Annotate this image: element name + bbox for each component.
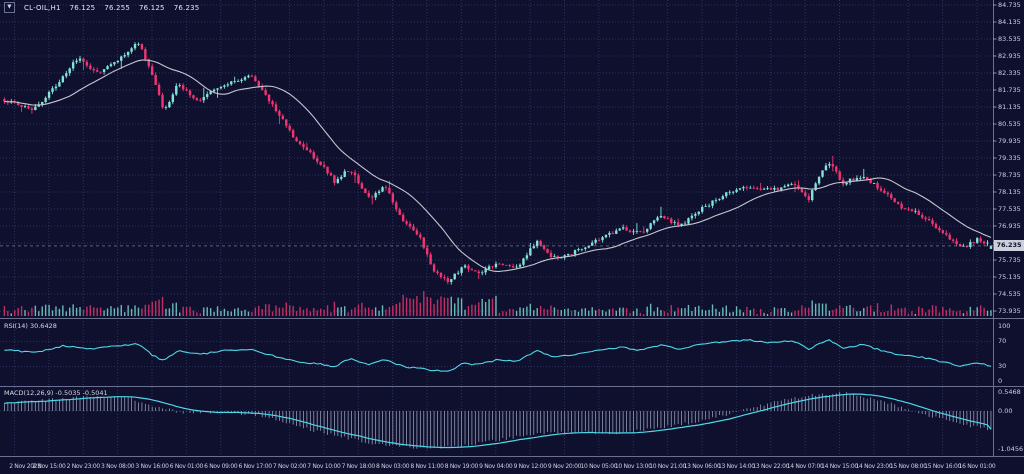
time-axis-label: 14 Nov 23:00 xyxy=(855,463,893,470)
price-axis-label: 73.935 xyxy=(998,306,1021,315)
time-axis-label: 9 Nov 04:00 xyxy=(479,463,513,470)
ohlc-open-value: 76.125 xyxy=(69,3,96,12)
ohlc-close-value: 76.235 xyxy=(173,3,200,12)
price-axis-label: 83.535 xyxy=(998,34,1021,43)
price-axis-label: 82.935 xyxy=(998,51,1021,60)
price-axis-label: 78.135 xyxy=(998,187,1021,196)
time-axis-label: 7 Nov 18:00 xyxy=(341,463,376,470)
rsi-level-label: 100 xyxy=(998,321,1011,330)
time-axis-label: 6 Nov 01:00 xyxy=(169,463,204,470)
rsi-level-label: 30 xyxy=(998,362,1007,371)
current-price-value: 76.235 xyxy=(996,241,1022,250)
price-axis-label: 79.335 xyxy=(998,153,1021,162)
time-axis-label: 8 Nov 11:00 xyxy=(410,463,444,470)
price-axis-label: 82.335 xyxy=(998,68,1021,77)
macd-level-label: -1.0456 xyxy=(998,444,1024,453)
time-axis-label: 13 Nov 22:00 xyxy=(752,463,790,470)
time-axis-label: 8 Nov 19:00 xyxy=(444,463,479,470)
symbol-period-label: CL-OIL,H1 xyxy=(24,3,61,12)
time-axis-label: 14 Nov 15:00 xyxy=(821,463,858,470)
collapse-arrow-icon[interactable]: ▼ xyxy=(4,2,15,13)
price-axis-label: 77.535 xyxy=(998,204,1021,213)
time-axis-label: 10 Nov 21:00 xyxy=(649,463,687,470)
price-axis-label: 75.135 xyxy=(998,272,1021,281)
time-axis-label: 2 Nov 15:00 xyxy=(32,463,66,470)
current-price-tag: 76.235 xyxy=(994,240,1024,252)
time-axis-label: 6 Nov 17:00 xyxy=(238,463,272,470)
price-axis-label: 75.735 xyxy=(998,255,1021,264)
time-axis-label: 16 Nov 01:00 xyxy=(958,463,996,470)
price-axis-label: 84.135 xyxy=(998,17,1021,26)
time-axis-label: 9 Nov 12:00 xyxy=(513,463,547,470)
macd-level-label: 0.5468 xyxy=(998,387,1021,396)
ohlc-high-value: 76.255 xyxy=(104,3,131,12)
time-axis-label: 6 Nov 09:00 xyxy=(204,463,238,470)
price-axis-label: 78.735 xyxy=(998,170,1021,179)
time-axis-label: 10 Nov 05:00 xyxy=(580,463,618,470)
time-axis-label: 2 Nov 23:00 xyxy=(66,463,101,470)
time-axis-label: 9 Nov 20:00 xyxy=(547,463,582,470)
price-axis-label: 80.535 xyxy=(998,119,1021,128)
time-axis-label: 3 Nov 16:00 xyxy=(135,463,169,470)
price-axis-label: 84.735 xyxy=(998,0,1021,9)
time-axis-label: 8 Nov 03:00 xyxy=(375,463,410,470)
price-axis-label: 81.135 xyxy=(998,102,1021,111)
rsi-level-label: 70 xyxy=(998,336,1007,345)
time-axis-label: 15 Nov 08:00 xyxy=(889,463,927,470)
time-axis-label: 13 Nov 14:00 xyxy=(717,463,755,470)
macd-indicator-label[interactable]: MACD(12,26,9) -0.5035 -0.5041 xyxy=(4,389,108,397)
time-axis-label: 7 Nov 02:00 xyxy=(272,463,307,470)
symbol-info-bar[interactable]: ▼ CL-OIL,H1 76.125 76.255 76.125 76.235 xyxy=(4,2,199,13)
price-axis-label: 74.535 xyxy=(998,289,1021,298)
time-axis-label: 10 Nov 13:00 xyxy=(614,463,652,470)
rsi-level-label: 0 xyxy=(998,376,1003,385)
price-axis-label: 76.935 xyxy=(998,221,1021,230)
price-axis-label: 79.935 xyxy=(998,136,1021,145)
time-axis-label: 7 Nov 10:00 xyxy=(307,463,341,470)
ohlc-low-value: 76.125 xyxy=(139,3,165,12)
time-axis-label: 2 Nov 2023 xyxy=(9,463,41,470)
time-axis-label: 14 Nov 07:00 xyxy=(786,463,824,470)
macd-level-label: 0.00 xyxy=(998,406,1013,415)
price-axis-label: 81.735 xyxy=(998,85,1021,94)
time-axis-label: 15 Nov 16:00 xyxy=(924,463,962,470)
time-axis-label: 3 Nov 08:00 xyxy=(100,463,135,470)
time-axis-label: 13 Nov 06:00 xyxy=(683,463,721,470)
rsi-indicator-label[interactable]: RSI(14) 30.6428 xyxy=(4,322,57,330)
